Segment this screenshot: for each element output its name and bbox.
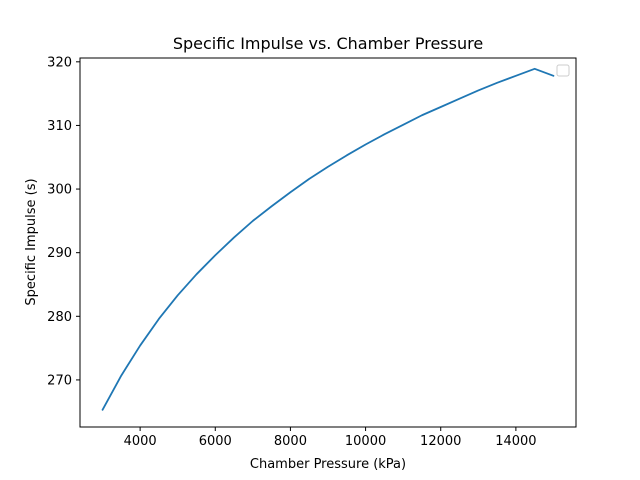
legend-box — [556, 64, 570, 77]
chart-title: Specific Impulse vs. Chamber Pressure — [173, 34, 483, 53]
y-tick-label: 270 — [47, 373, 72, 388]
y-tick-label: 310 — [47, 119, 72, 134]
x-tick-label: 12000 — [420, 434, 461, 449]
y-tick-label: 290 — [47, 246, 72, 261]
x-axis: 4000 6000 8000 10000 12000 14000 — [124, 427, 537, 449]
y-axis-label: Specific Impulse (s) — [24, 178, 39, 305]
y-tick-label: 300 — [47, 183, 72, 198]
x-tick-label: 8000 — [274, 434, 307, 449]
y-tick-label: 320 — [47, 55, 72, 70]
axes-frame — [79, 57, 577, 428]
x-tick-label: 4000 — [124, 434, 157, 449]
x-tick-label: 10000 — [345, 434, 386, 449]
x-tick-label: 14000 — [495, 434, 536, 449]
y-axis: 270 280 290 300 310 320 — [47, 55, 80, 388]
x-axis-label: Chamber Pressure (kPa) — [250, 457, 406, 472]
series-line — [101, 67, 555, 411]
legend — [556, 64, 570, 77]
x-tick-label: 6000 — [199, 434, 232, 449]
y-tick-label: 280 — [47, 310, 72, 325]
plot-area — [101, 67, 555, 411]
